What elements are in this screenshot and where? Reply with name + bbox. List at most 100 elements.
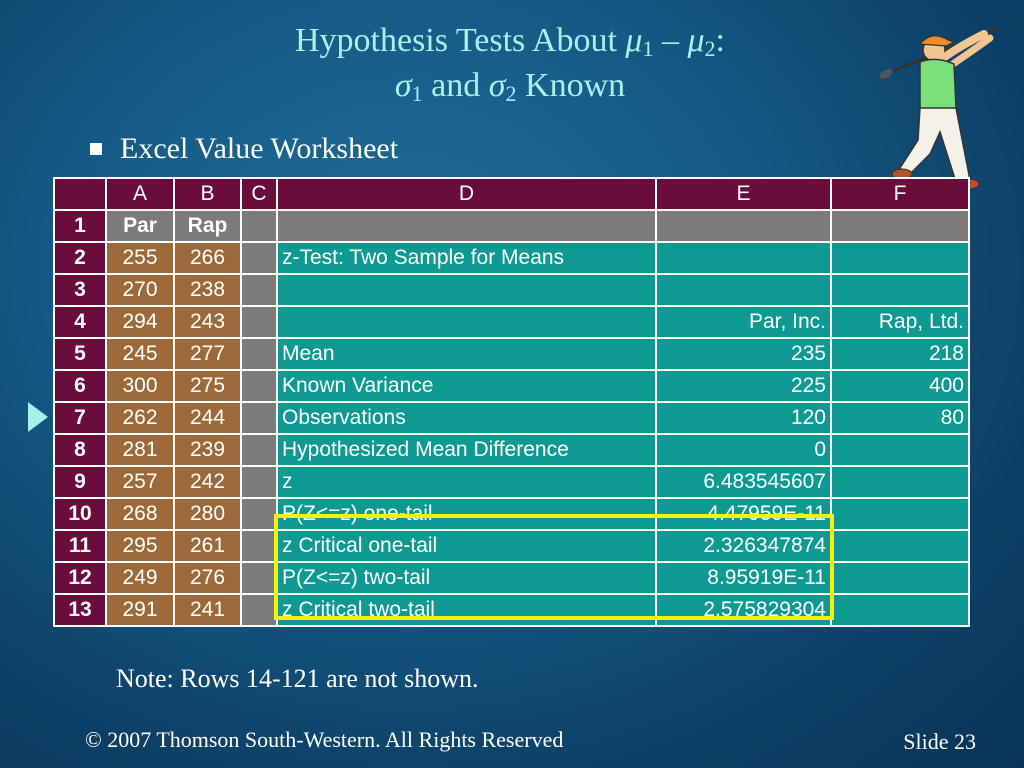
cell-b: 239: [173, 433, 242, 467]
cell-a: 268: [105, 497, 175, 531]
row-number-cell: 2: [53, 241, 107, 275]
cell-b: 275: [173, 369, 242, 403]
known-text: Known: [516, 67, 626, 104]
cell-e: [655, 209, 832, 243]
row-number-cell: 1: [53, 209, 107, 243]
row-number-cell: 13: [53, 593, 107, 627]
row-number-cell: 4: [53, 305, 107, 339]
cell-b: 238: [173, 273, 242, 307]
cell-d: z-Test: Two Sample for Means: [276, 241, 657, 275]
cell-f: [830, 209, 970, 243]
cell-e: 2.575829304: [655, 593, 832, 627]
cell-f: [830, 465, 970, 499]
cell-c: [240, 305, 278, 339]
row-number-cell: 10: [53, 497, 107, 531]
cell-f: Rap, Ltd.: [830, 305, 970, 339]
title-line-1: Hypothesis Tests About μ1 – μ2:: [130, 18, 890, 63]
title-line-2: σ1 and σ2 Known: [130, 63, 890, 108]
row-number-cell: 3: [53, 273, 107, 307]
cell-f: [830, 593, 970, 627]
subscript-1: 1: [642, 36, 654, 61]
cell-a: 281: [105, 433, 175, 467]
table-row: 4 294 243 Par, Inc. Rap, Ltd.: [53, 305, 970, 339]
slide-title: Hypothesis Tests About μ1 – μ2: σ1 and σ…: [130, 18, 890, 108]
cell-f: [830, 433, 970, 467]
bullet-text: Excel Value Worksheet: [120, 132, 399, 165]
cell-f: [830, 561, 970, 595]
cell-e: 2.326347874: [655, 529, 832, 563]
cell-d: Observations: [276, 401, 657, 435]
cell-d: [276, 209, 657, 243]
cell-a: 245: [105, 337, 175, 371]
cell-b: 266: [173, 241, 242, 275]
row-number-cell: 7: [53, 401, 107, 435]
cell-b: 244: [173, 401, 242, 435]
column-header-c: C: [240, 177, 278, 211]
cell-d: z Critical two-tail: [276, 593, 657, 627]
cell-c: [240, 273, 278, 307]
cell-a: 249: [105, 561, 175, 595]
title-text: Hypothesis Tests About: [294, 22, 626, 59]
table-row: 7 262 244 Observations 120 80: [53, 401, 970, 435]
table-row: 9 257 242 z 6.483545607: [53, 465, 970, 499]
cell-e: 235: [655, 337, 832, 371]
cell-b: 276: [173, 561, 242, 595]
table-row: 11 295 261 z Critical one-tail 2.326347874: [53, 529, 970, 563]
subscript-1: 1: [411, 81, 423, 106]
cell-c: [240, 465, 278, 499]
cell-a: 291: [105, 593, 175, 627]
cell-f: [830, 497, 970, 531]
cell-d: Mean: [276, 337, 657, 371]
note-text: Note: Rows 14-121 are not shown.: [116, 664, 479, 693]
cell-a: 255: [105, 241, 175, 275]
cell-c: [240, 529, 278, 563]
excel-worksheet: A B C D E F 1 Par Rap 2 255 266 z-Test: Two Sa…: [53, 177, 970, 627]
column-header-row: A B C D E F: [53, 177, 970, 211]
cell-b: 280: [173, 497, 242, 531]
cell-a: 300: [105, 369, 175, 403]
subscript-2: 2: [704, 36, 716, 61]
cell-c: [240, 241, 278, 275]
copyright-text: © 2007 Thomson South-Western. All Rights…: [85, 727, 564, 752]
cell-a: 294: [105, 305, 175, 339]
cell-c: [240, 209, 278, 243]
mu-symbol: μ: [687, 22, 705, 59]
cell-d: [276, 273, 657, 307]
column-header-b: B: [173, 177, 242, 211]
cell-a: 257: [105, 465, 175, 499]
column-header-f: F: [830, 177, 970, 211]
cell-a: 295: [105, 529, 175, 563]
bullet-item: Excel Value Worksheet: [90, 132, 398, 166]
slide-number: Slide 23: [903, 729, 976, 754]
cell-c: [240, 401, 278, 435]
cell-c: [240, 369, 278, 403]
cell-f: 218: [830, 337, 970, 371]
cell-d: Known Variance: [276, 369, 657, 403]
cell-d: z Critical one-tail: [276, 529, 657, 563]
table-row: 12 249 276 P(Z<=z) two-tail 8.95919E-11: [53, 561, 970, 595]
square-bullet-icon: [90, 143, 102, 155]
row-number-cell: 12: [53, 561, 107, 595]
sigma-symbol: σ: [488, 67, 506, 104]
cell-d: z: [276, 465, 657, 499]
cell-d: Hypothesized Mean Difference: [276, 433, 657, 467]
table-row: 3 270 238: [53, 273, 970, 307]
cell-b: 242: [173, 465, 242, 499]
table-row: 8 281 239 Hypothesized Mean Difference 0: [53, 433, 970, 467]
cell-c: [240, 593, 278, 627]
cell-b: 261: [173, 529, 242, 563]
cell-a: 270: [105, 273, 175, 307]
cell-f: [830, 273, 970, 307]
colon: :: [715, 22, 725, 59]
cell-f: 80: [830, 401, 970, 435]
sigma-symbol: σ: [394, 67, 412, 104]
cell-c: [240, 433, 278, 467]
cell-e: 8.95919E-11: [655, 561, 832, 595]
cell-e: 225: [655, 369, 832, 403]
cell-a: 262: [105, 401, 175, 435]
subscript-2: 2: [505, 81, 517, 106]
cell-e: [655, 241, 832, 275]
highlight-box: [274, 514, 834, 620]
cell-b: 241: [173, 593, 242, 627]
cell-c: [240, 337, 278, 371]
